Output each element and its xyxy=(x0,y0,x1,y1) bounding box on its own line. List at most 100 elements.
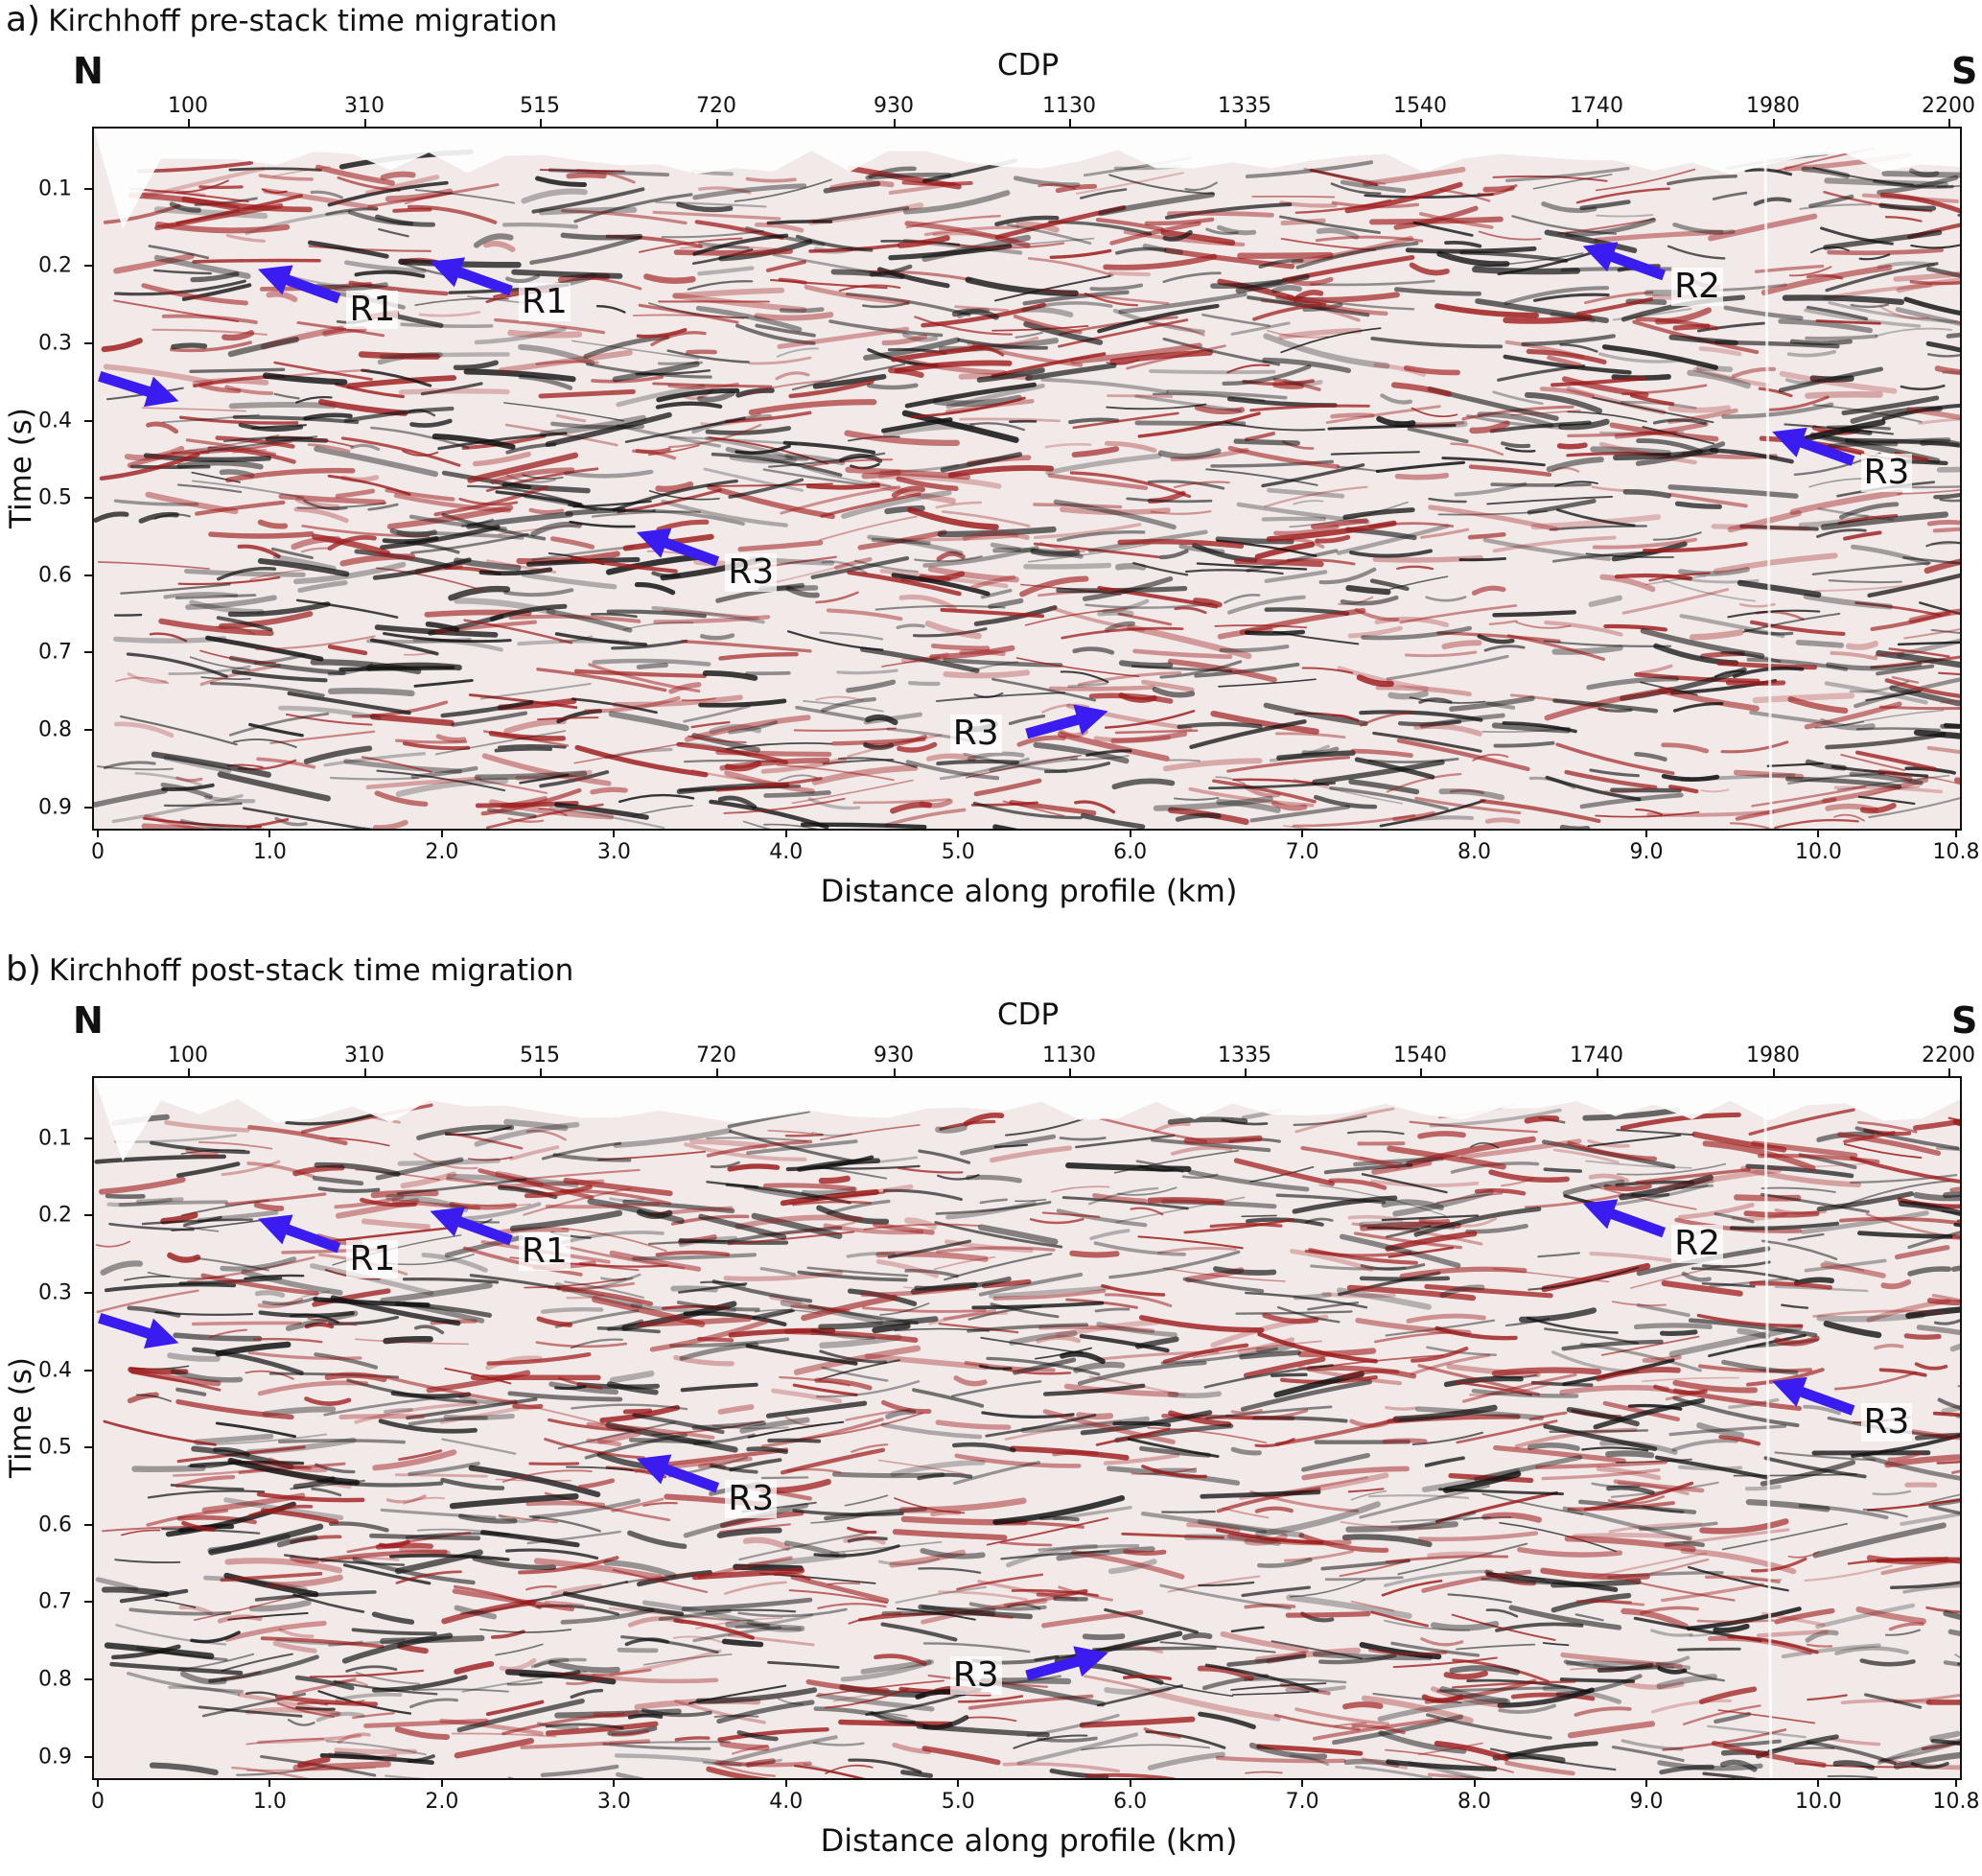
reflector-event xyxy=(1530,1445,1577,1448)
x-tick-label: 7.0 xyxy=(1286,1790,1319,1814)
cdp-tick-label: 515 xyxy=(520,1044,560,1067)
reflector-event xyxy=(401,391,507,392)
reflector-event xyxy=(1421,1221,1448,1222)
reflector-event xyxy=(1487,820,1518,822)
reflector-event xyxy=(1055,1599,1085,1600)
reflector-event xyxy=(1951,1188,1960,1190)
reflector-event xyxy=(717,1763,809,1766)
x-tick-mark xyxy=(97,829,99,837)
reflector-event xyxy=(781,310,822,312)
reflector-event xyxy=(1747,1487,1780,1489)
annotation-label: R3 xyxy=(950,715,1002,753)
y-tick-label: 0.9 xyxy=(38,795,72,819)
cdp-tick-label: 515 xyxy=(520,94,560,118)
reflector-event xyxy=(341,1417,423,1418)
x-tick-mark xyxy=(268,1778,270,1787)
cdp-tick-label: 930 xyxy=(874,94,914,118)
seismic-section-a xyxy=(92,127,1962,831)
annotation-label: R3 xyxy=(950,1656,1002,1695)
x-tick-label: 5.0 xyxy=(942,840,975,864)
reflector-event xyxy=(1368,1228,1419,1229)
panel-b-title-text: Kirchhoff post-stack time migration xyxy=(49,953,573,988)
reflector-event xyxy=(115,615,141,616)
x-tick-mark xyxy=(1817,1778,1819,1787)
x-tick-mark xyxy=(957,829,959,837)
reflector-event xyxy=(945,672,1027,675)
reflector-event xyxy=(385,1339,430,1341)
reflector-event xyxy=(531,510,562,512)
reflector-event xyxy=(1636,1325,1710,1327)
y-tick-label: 0.3 xyxy=(38,331,72,355)
y-tick-label: 0.7 xyxy=(38,1590,72,1614)
reflector-event xyxy=(257,1293,282,1296)
reflector-event xyxy=(769,1441,819,1442)
reflector-event xyxy=(1068,1165,1188,1169)
reflector-event xyxy=(1169,760,1200,761)
reflector-event xyxy=(378,1545,431,1547)
reflector-event xyxy=(822,1179,848,1181)
reflector-event xyxy=(369,666,459,668)
cdp-tick-label: 310 xyxy=(344,94,385,118)
reflector-event xyxy=(933,645,987,647)
annotation-label: R2 xyxy=(1671,1225,1723,1263)
reflector-event xyxy=(1608,1453,1651,1455)
annotation-label: R3 xyxy=(725,553,777,592)
x-tick-mark xyxy=(1955,1778,1957,1787)
x-tick-label: 0 xyxy=(91,840,105,864)
y-tick-label: 0.4 xyxy=(38,1358,72,1382)
x-tick-mark xyxy=(1645,829,1647,837)
panel-b-label: b) xyxy=(6,950,41,989)
x-tick-mark xyxy=(1817,829,1819,837)
x-axis-title: Distance along profile (km) xyxy=(821,873,1238,909)
x-tick-mark xyxy=(1301,829,1303,837)
reflector-event xyxy=(1301,1351,1373,1354)
reflector-event xyxy=(1420,1134,1463,1137)
reflector-event xyxy=(1185,1635,1210,1637)
reflector-event xyxy=(747,179,794,181)
reflector-event xyxy=(1274,288,1299,291)
reflector-event xyxy=(1100,613,1131,614)
reflector-event xyxy=(1108,396,1172,397)
reflector-event xyxy=(1169,213,1271,215)
reflector-event xyxy=(191,369,284,371)
reflector-event xyxy=(1880,707,1960,708)
x-tick-mark xyxy=(613,829,615,837)
reflector-event xyxy=(1345,1704,1380,1706)
reflector-event xyxy=(1714,527,1807,528)
x-tick-mark xyxy=(1955,829,1957,837)
x-tick-mark xyxy=(1474,829,1476,837)
x-tick-label: 3.0 xyxy=(597,840,631,864)
reflector-event xyxy=(384,175,413,177)
y-tick-label: 0.6 xyxy=(38,1513,72,1536)
reflector-event xyxy=(1797,1279,1831,1282)
reflector-event xyxy=(619,1650,656,1651)
x-tick-mark xyxy=(957,1778,959,1787)
y-axis-title: Time (s) xyxy=(4,408,38,528)
annotation-label: R1 xyxy=(519,1232,571,1271)
y-tick-label: 0.5 xyxy=(38,486,72,510)
reflector-event xyxy=(1162,1512,1215,1513)
x-tick-mark xyxy=(1130,1778,1131,1787)
panel-a-title-text: Kirchhoff pre-stack time migration xyxy=(48,4,557,38)
reflector-event xyxy=(1110,273,1149,274)
y-tick-label: 0.5 xyxy=(38,1436,72,1460)
y-tick-label: 0.2 xyxy=(38,1204,72,1228)
annotation-label: R1 xyxy=(346,1240,398,1278)
reflector-event xyxy=(938,762,1017,763)
reflector-event xyxy=(1072,1254,1116,1255)
cdp-tick-label: 100 xyxy=(168,1044,208,1067)
reflector-event xyxy=(1746,1213,1816,1215)
x-tick-mark xyxy=(785,829,787,837)
x-tick-mark xyxy=(441,1778,443,1787)
reflector-event xyxy=(1792,341,1850,343)
reflector-event xyxy=(1387,1408,1416,1409)
reflector-event xyxy=(1122,663,1170,666)
reflector-event xyxy=(331,691,411,693)
panel-a: a)Kirchhoff pre-stack time migration N S… xyxy=(0,0,1982,926)
reflector-event xyxy=(1242,1215,1276,1216)
reflector-event xyxy=(1114,1423,1169,1425)
panel-a-title: a)Kirchhoff pre-stack time migration xyxy=(6,0,557,39)
reflector-event xyxy=(1663,1332,1695,1334)
reflector-event xyxy=(1799,643,1842,645)
reflector-event xyxy=(1460,558,1504,559)
